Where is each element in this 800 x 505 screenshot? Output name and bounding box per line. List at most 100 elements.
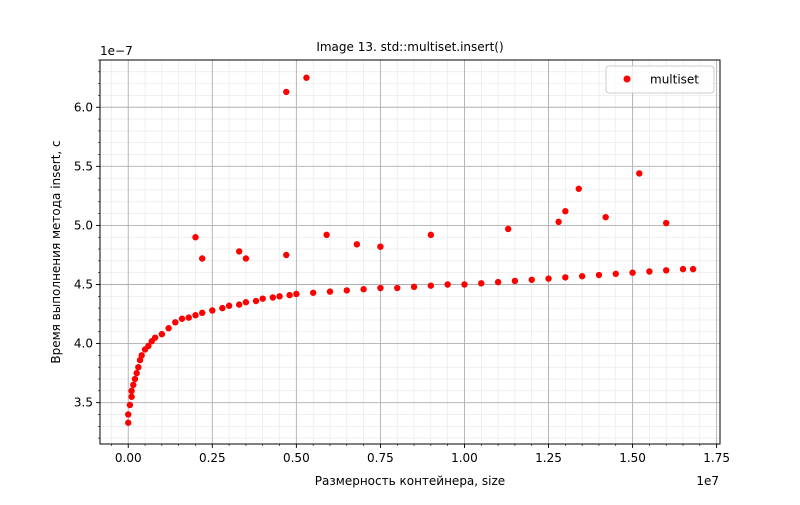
data-point [128,387,135,395]
data-point [323,231,330,239]
data-point [504,225,512,233]
data-point [225,302,233,309]
legend-marker [623,75,631,83]
data-point [130,381,137,389]
data-point [235,248,243,255]
data-point [545,275,552,282]
x-tick-label: 1.75 [703,451,730,465]
data-point [562,274,569,281]
x-tick-label: 1.50 [619,451,646,465]
data-point [178,315,186,322]
data-point [125,411,132,418]
major-grid [100,60,720,444]
data-point [209,307,216,314]
data-point [578,273,586,280]
data-point [343,287,350,294]
data-point [663,219,670,227]
data-point [242,255,250,262]
data-point [126,401,134,409]
data-point [575,185,582,192]
data-point [219,304,226,312]
data-point [235,301,243,308]
data-point [679,265,687,273]
y-offset-text: 1e−7 [100,44,133,58]
data-point [461,281,468,288]
y-tick-label: 6.0 [74,100,93,114]
y-axis-label: Время выполнения метода insert, с [49,140,63,363]
data-point [125,419,132,426]
x-tick-label: 0.50 [283,451,310,465]
data-point [242,299,250,306]
x-offset-text: 1e7 [696,474,719,488]
data-point [135,364,142,371]
data-point [410,283,418,291]
data-point [165,325,172,332]
y-tick-label: 5.0 [74,218,93,232]
data-point [511,277,519,285]
data-point [629,269,636,276]
plot-frame [99,59,721,445]
y-tick-label: 4.0 [74,337,93,351]
data-point [663,267,670,274]
x-tick-label: 1.25 [535,451,562,465]
y-tick-label: 5.5 [74,159,93,173]
data-point [394,284,401,292]
data-point [131,375,139,383]
data-point [303,74,310,81]
x-tick-label: 0.25 [199,451,226,465]
data-point [283,88,290,96]
data-point [259,295,266,302]
data-point [309,289,317,296]
data-point [377,243,384,250]
data-point [494,278,502,286]
y-axis: 3.5 4.0 4.5 5.0 5.5 6.0 [74,59,100,439]
data-point [595,271,603,279]
data-point [276,293,283,300]
data-point [283,251,290,259]
legend-label: multiset [650,73,699,87]
data-point [293,290,300,298]
data-point [636,170,643,177]
data-point [555,218,562,226]
data-point [377,284,384,292]
data-point [145,342,152,350]
data-point [646,268,653,275]
data-point [192,234,199,241]
data-point [562,208,569,215]
data-point [192,312,199,319]
data-point [133,369,140,377]
data-point [172,319,179,326]
chart-title: Image 13. std::multiset.insert() [316,40,503,54]
data-point [353,241,361,248]
data-point [528,276,535,283]
data-point [478,280,485,287]
data-point [138,352,145,359]
x-tick-label: 0.75 [367,451,394,465]
data-point [360,286,367,293]
minor-grid [100,59,720,444]
data-point [612,270,619,278]
data-points [125,74,697,426]
x-tick-label: 1.00 [451,451,478,465]
legend: multiset [605,65,715,94]
data-point [427,282,435,289]
legend-box [605,65,715,94]
data-point [427,231,435,239]
data-point [151,334,159,341]
data-point [252,297,260,305]
data-point [444,281,451,288]
data-point [199,255,206,262]
data-point [286,291,293,299]
x-tick-label: 0.00 [115,451,142,465]
data-point [128,393,135,400]
data-point [602,213,609,221]
data-point [199,309,206,317]
y-tick-label: 4.5 [74,277,93,291]
data-point [269,294,277,301]
x-axis: 0.00 0.25 0.50 0.75 1.00 1.25 1.50 1.75 [111,444,730,465]
y-tick-label: 3.5 [74,396,93,410]
data-point [689,265,697,273]
x-axis-label: Размерность контейнера, size [315,474,505,488]
